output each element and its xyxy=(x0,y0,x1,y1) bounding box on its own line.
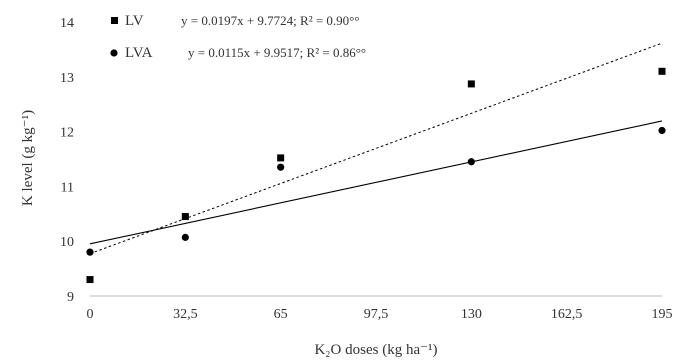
y-axis-title: K level (g kg⁻¹) xyxy=(20,110,36,206)
y-tick-label: 10 xyxy=(60,235,74,250)
legend-lv-marker xyxy=(111,17,118,24)
data-point-lv xyxy=(658,67,666,75)
y-tick-label: 11 xyxy=(61,180,74,195)
x-tick-label: 97,5 xyxy=(364,307,389,322)
data-point-lva xyxy=(467,158,475,166)
legend-lva-label: LVA xyxy=(125,45,153,61)
y-tick-label: 13 xyxy=(60,71,74,86)
y-tick-label: 9 xyxy=(67,290,74,305)
y-tick-label: 12 xyxy=(60,126,74,141)
legend-lv-equation: y = 0.0197x + 9.7724; R² = 0.90°° xyxy=(181,13,360,28)
x-tick-label: 0 xyxy=(87,307,94,322)
x-tick-labels: 0 32,5 65 97,5 130 162,5 195 xyxy=(87,307,673,322)
x-tick-label: 65 xyxy=(274,307,288,322)
x-axis-title: K₂O doses (kg ha⁻¹) xyxy=(314,342,437,358)
legend-lva-equation: y = 0.0115x + 9.9517; R² = 0.86°° xyxy=(188,45,366,60)
x-tick-label: 130 xyxy=(461,307,482,322)
data-point-lva xyxy=(277,163,285,171)
data-point-lv xyxy=(277,154,285,162)
data-point-lva xyxy=(86,248,94,256)
x-tick-label: 32,5 xyxy=(173,307,198,322)
trendline-lv xyxy=(89,42,663,255)
trendline-lva xyxy=(89,120,663,245)
data-points xyxy=(86,67,666,284)
data-point-lva xyxy=(181,233,189,241)
y-tick-labels: 9 10 11 12 13 14 xyxy=(60,16,74,305)
legend-lv-label: LV xyxy=(125,13,144,29)
x-tick-label: 162,5 xyxy=(551,307,583,322)
data-point-lv xyxy=(467,80,475,88)
x-tick-label: 195 xyxy=(652,307,673,322)
data-point-lv xyxy=(181,213,189,221)
data-point-lva xyxy=(658,126,666,135)
y-tick-label: 14 xyxy=(60,16,74,31)
legend-lva-marker xyxy=(110,49,118,57)
trend-lines xyxy=(89,42,663,255)
legend: LV y = 0.0197x + 9.7724; R² = 0.90°° LVA… xyxy=(110,13,366,61)
data-point-lv xyxy=(86,276,94,284)
